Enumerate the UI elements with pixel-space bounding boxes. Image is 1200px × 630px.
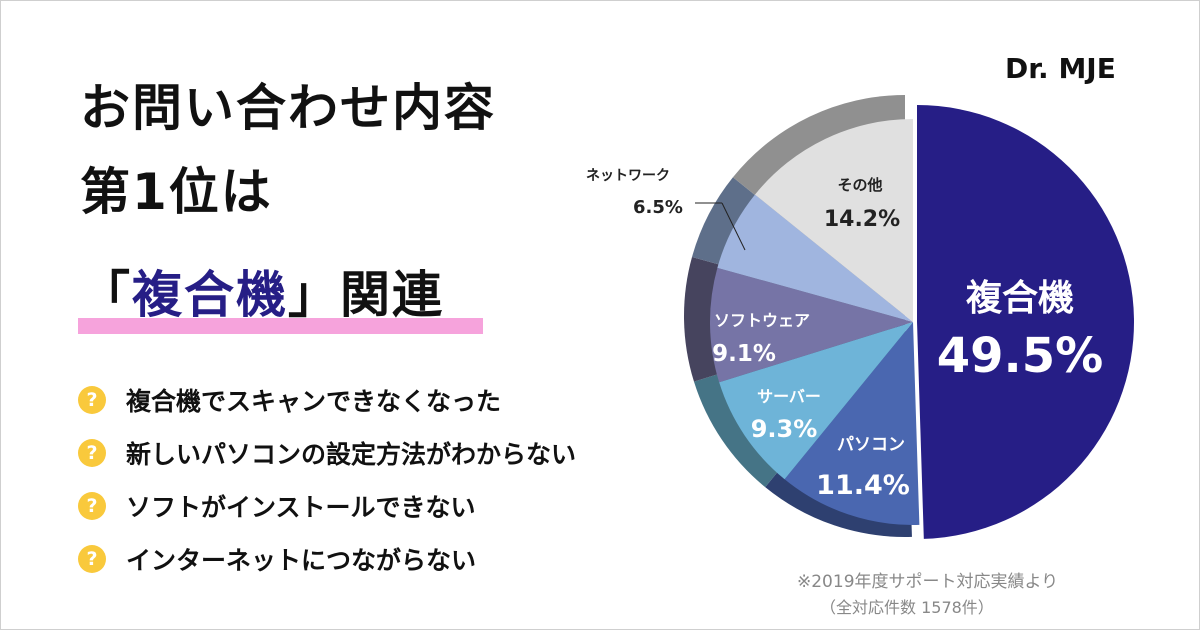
slice-label: ソフトウェア (714, 311, 810, 330)
footnote-total: （全対応件数 1578件） (820, 598, 994, 617)
list-item: ? 新しいパソコンの設定方法がわからない (78, 426, 576, 479)
question-icon: ? (78, 544, 106, 573)
slice-label: ネットワーク (586, 168, 670, 184)
headline-accent: 複合機 (132, 266, 288, 324)
footnote: ※2019年度サポート対応実績より (797, 572, 1059, 592)
item-text: インターネットにつながらない (126, 545, 477, 575)
slice-value: 49.5% (937, 328, 1104, 384)
headline-line2: 第1位は (80, 163, 273, 221)
headline-line1: お問い合わせ内容 (80, 79, 496, 137)
pie-slice (917, 104, 1135, 539)
slice-label: パソコン (837, 435, 905, 455)
item-text: ソフトがインストールできない (126, 492, 476, 522)
pie-slice (784, 322, 920, 525)
headline-rest: 」関連 (288, 266, 444, 324)
slice-value: 9.1% (712, 341, 776, 367)
pie-slice (717, 194, 913, 322)
bracket-open: 「 (80, 266, 132, 324)
headline-line3: 「複合機」関連 (80, 255, 444, 327)
slice-value: 6.5% (633, 197, 683, 218)
question-icon: ? (78, 438, 106, 467)
slice-label: 複合機 (966, 278, 1074, 319)
slice-label: その他 (837, 176, 882, 194)
leader-line (721, 202, 746, 251)
question-icon: ? (78, 385, 106, 414)
pie-slice (754, 119, 913, 322)
slice-value: 9.3% (751, 415, 818, 443)
list-item: ? ソフトがインストールできない (78, 479, 576, 532)
question-list: ? 複合機でスキャンできなくなった ? 新しいパソコンの設定方法がわからない ? ソフ… (78, 373, 576, 585)
question-icon: ? (78, 491, 106, 520)
slice-label: サーバー (757, 387, 821, 406)
pie-slice (719, 322, 913, 480)
pie-slice (709, 267, 913, 383)
slice-value: 14.2% (824, 207, 900, 232)
logo: Dr. MJE (1005, 52, 1116, 85)
item-text: 新しいパソコンの設定方法がわからない (126, 439, 577, 469)
item-text: 複合機でスキャンできなくなった (126, 386, 502, 416)
headline-highlight (78, 318, 483, 334)
slice-value: 11.4% (816, 470, 910, 501)
list-item: ? インターネットにつながらない (78, 532, 576, 585)
list-item: ? 複合機でスキャンできなくなった (78, 373, 576, 426)
